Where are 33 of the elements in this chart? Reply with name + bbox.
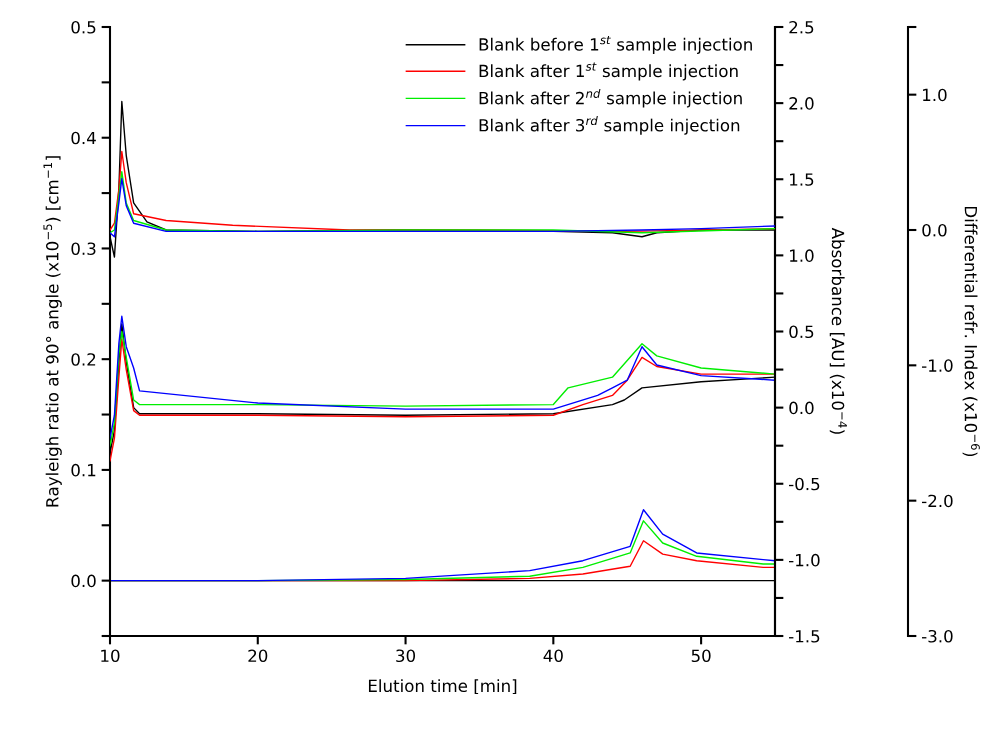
x-axis-title: Elution time [min] <box>368 679 517 695</box>
y-tick-label: 0.3 <box>71 242 96 256</box>
x-tick-label: 30 <box>396 649 416 663</box>
x-tick-label: 10 <box>101 649 120 663</box>
y2-tick-label: 0.5 <box>789 325 814 339</box>
y2-tick-label: -1.5 <box>789 630 820 643</box>
y3-axis-title: Differential refr. Index (x10$^{−6}$) <box>962 206 980 457</box>
y-axis-title: Rayleigh ratio at 90° angle (x10$^{−5}$) [cm$^{−1}$] <box>43 156 62 507</box>
y3-tick-label: 1.0 <box>923 88 947 102</box>
y2-tick-label: 0.0 <box>789 401 814 415</box>
y2-tick-label: -1.0 <box>789 553 820 567</box>
y2-tick-label: 2.5 <box>789 20 814 34</box>
y-tick-label: 0.1 <box>71 463 96 477</box>
y2-axis-title: Absorbance [AU] (x10$^{−4}$) <box>829 227 847 434</box>
y-tick-label: 0.2 <box>71 353 96 366</box>
y2-tick-label: 1.0 <box>790 249 814 262</box>
legend-label: Blank after 1$^{st}$ sample injection <box>479 62 738 81</box>
y3-tick-label: -1.0 <box>922 359 953 372</box>
x-tick-label: 50 <box>691 649 711 663</box>
y-tick-label: 0.4 <box>71 131 96 145</box>
y2-tick-label: 1.5 <box>790 173 814 186</box>
y-tick-label: 0.0 <box>71 574 96 588</box>
y-tick-label: 0.5 <box>71 20 96 34</box>
x-tick-label: 20 <box>248 649 268 663</box>
y2-tick-label: 2.0 <box>789 97 814 110</box>
y3-tick-label: -2.0 <box>922 494 953 508</box>
y3-tick-label: -3.0 <box>922 629 953 643</box>
y3-tick-label: 0.0 <box>922 223 947 237</box>
x-tick-label: 40 <box>543 649 563 663</box>
legend-label: Blank after 3$^{rd}$ sample injection <box>479 116 740 135</box>
legend-label: Blank after 2$^{nd}$ sample injection <box>479 88 742 108</box>
legend-label: Blank before 1$^{st}$ sample injection <box>479 35 752 54</box>
y2-tick-label: -0.5 <box>789 477 820 491</box>
